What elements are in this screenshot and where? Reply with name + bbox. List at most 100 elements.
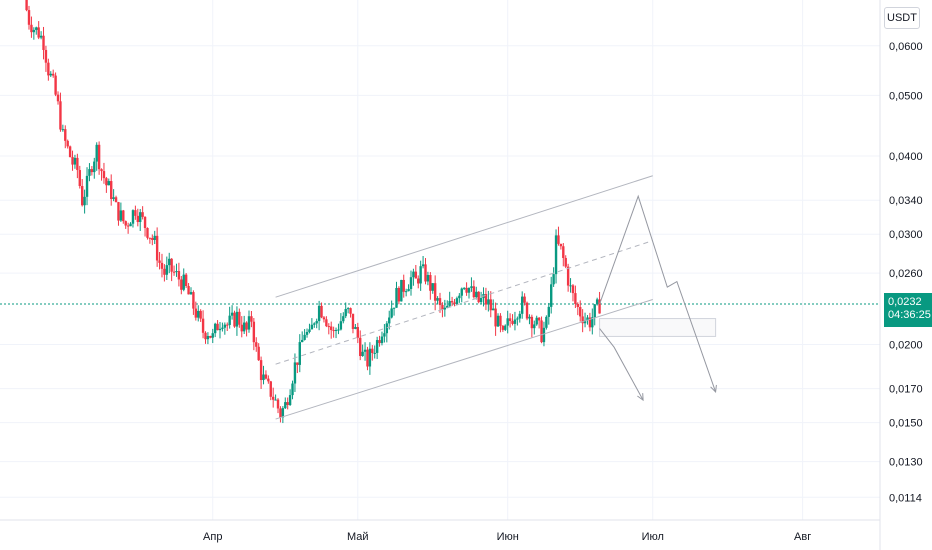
candle-down bbox=[71, 157, 74, 165]
candle-up bbox=[49, 73, 52, 76]
candle-up bbox=[95, 144, 98, 162]
candle-down bbox=[322, 317, 326, 320]
candle-up bbox=[426, 275, 430, 282]
candle-up bbox=[462, 287, 466, 289]
candle-down bbox=[105, 178, 108, 186]
candle-down bbox=[148, 237, 152, 239]
candle-down bbox=[80, 186, 84, 206]
price-axis[interactable]: 0,0600 0,0500 0,0400 0,0340 0,0300 0,0260 0,02… bbox=[879, 0, 923, 550]
candle-down bbox=[257, 346, 260, 361]
candle-down bbox=[359, 337, 362, 357]
candle-down bbox=[204, 332, 207, 340]
candle-down bbox=[25, 0, 28, 11]
time-axis[interactable]: Апр Май Июн Июл Авг bbox=[0, 519, 880, 543]
candle-down bbox=[351, 313, 355, 329]
candle-up bbox=[274, 399, 277, 401]
candle-down bbox=[525, 302, 529, 319]
candle-down bbox=[177, 271, 181, 280]
candle-up bbox=[334, 329, 338, 331]
candle-down bbox=[397, 287, 401, 302]
candle-up bbox=[368, 348, 372, 367]
candle-down bbox=[540, 320, 543, 343]
candle-down bbox=[44, 49, 48, 63]
candle-down bbox=[158, 260, 161, 263]
candle-down bbox=[588, 317, 592, 328]
candle-up bbox=[337, 329, 340, 331]
candle-up bbox=[552, 274, 555, 285]
candle-down bbox=[194, 308, 198, 318]
candle-down bbox=[100, 169, 103, 172]
support-zone[interactable] bbox=[599, 318, 717, 337]
scenario-arrow-2-arrowhead[interactable] bbox=[637, 393, 644, 402]
candle-down bbox=[429, 275, 432, 291]
candle-down bbox=[332, 330, 335, 332]
candle-down bbox=[537, 317, 541, 321]
candle-down bbox=[330, 326, 333, 331]
candle-up bbox=[131, 210, 135, 224]
candle-down bbox=[271, 396, 275, 400]
currency-unit-button[interactable]: USDT bbox=[884, 7, 920, 29]
candle-up bbox=[298, 342, 301, 365]
candle-down bbox=[327, 326, 330, 328]
candle-down bbox=[64, 129, 67, 141]
x-tick-label: Май bbox=[347, 531, 369, 543]
candle-up bbox=[300, 339, 304, 343]
candle-up bbox=[189, 292, 193, 295]
candle-up bbox=[455, 298, 459, 304]
candle-up bbox=[390, 308, 393, 318]
candle-up bbox=[206, 335, 210, 340]
candle-down bbox=[47, 62, 50, 76]
candle-up bbox=[85, 175, 89, 197]
y-tick-label: 0,0600 bbox=[889, 41, 923, 53]
candle-up bbox=[310, 324, 314, 330]
candle-down bbox=[523, 296, 526, 303]
candle-down bbox=[252, 321, 256, 343]
scenario-arrow-2[interactable] bbox=[599, 328, 644, 401]
candle-down bbox=[366, 349, 369, 367]
candle-up bbox=[342, 316, 345, 322]
x-tick-label: Апр bbox=[203, 531, 222, 543]
candle-up bbox=[361, 351, 364, 357]
y-tick-label: 0,0114 bbox=[889, 492, 922, 504]
channel-mid-line[interactable] bbox=[275, 240, 653, 365]
candle-up bbox=[388, 317, 391, 324]
candle-down bbox=[494, 308, 497, 327]
candle-down bbox=[97, 144, 101, 170]
candle-up bbox=[247, 316, 251, 330]
candle-down bbox=[296, 362, 299, 365]
candle-down bbox=[465, 287, 468, 293]
candle-down bbox=[245, 322, 248, 330]
channel-lower-line[interactable] bbox=[275, 298, 653, 420]
candle-up bbox=[475, 291, 478, 298]
candle-up bbox=[39, 35, 43, 38]
candle-down bbox=[276, 399, 280, 409]
candle-down bbox=[201, 318, 205, 333]
scenario-arrow-1[interactable] bbox=[599, 194, 717, 393]
candle-down bbox=[199, 310, 202, 319]
candle-up bbox=[339, 321, 343, 330]
candle-up bbox=[520, 296, 524, 314]
scenario-arrow-1-arrowhead[interactable] bbox=[710, 384, 717, 393]
candle-up bbox=[221, 327, 224, 329]
candle-up bbox=[35, 27, 38, 30]
drawings[interactable] bbox=[275, 175, 717, 420]
chart-grid bbox=[0, 0, 880, 520]
candle-down bbox=[511, 320, 514, 324]
candle-up bbox=[107, 181, 110, 186]
candle-up bbox=[315, 321, 318, 324]
candle-up bbox=[446, 305, 449, 308]
candle-down bbox=[269, 381, 272, 397]
y-tick-label: 0,0500 bbox=[889, 90, 923, 102]
candle-up bbox=[518, 313, 521, 319]
candle-down bbox=[489, 299, 492, 311]
candle-up bbox=[61, 129, 65, 131]
candle-up bbox=[182, 274, 185, 290]
candle-down bbox=[499, 315, 502, 326]
candle-down bbox=[126, 225, 130, 227]
channel-upper-line[interactable] bbox=[275, 175, 653, 298]
candle-down bbox=[143, 216, 147, 228]
y-tick-label: 0,0400 bbox=[889, 151, 923, 163]
candle-up bbox=[308, 329, 311, 333]
candle-up bbox=[284, 402, 287, 409]
